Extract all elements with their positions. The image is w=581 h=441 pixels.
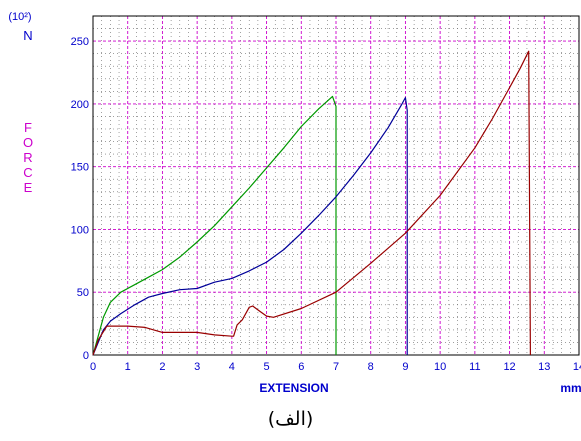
y-tick-labels: 0 50 100 150 200 250 <box>71 36 89 362</box>
y-unit-label: N <box>23 28 32 43</box>
x-tick-label: 8 <box>368 361 374 373</box>
y-tick-label: 150 <box>71 162 89 174</box>
y-tick-label: 0 <box>83 350 89 362</box>
x-tick-label: 7 <box>333 361 339 373</box>
y-tick-label: 200 <box>71 99 89 111</box>
x-tick-label: 9 <box>402 361 408 373</box>
x-tick-label: 11 <box>469 361 480 373</box>
grid <box>92 15 580 355</box>
y-axis-title-letter: E <box>24 180 33 195</box>
x-tick-label: 14 <box>573 361 581 373</box>
figure-caption: (الف) <box>267 408 314 430</box>
x-axis-title: EXTENSION <box>259 381 328 395</box>
x-tick-label: 3 <box>194 361 200 373</box>
y-axis-title-letter: C <box>23 165 32 180</box>
series-line-2 <box>92 97 408 356</box>
unit-exponent-label: (10²) <box>8 11 31 23</box>
y-axis-title-letter: F <box>24 120 32 135</box>
x-tick-label: 10 <box>434 361 446 373</box>
y-tick-label: 250 <box>71 36 89 48</box>
series-line-3 <box>92 50 531 356</box>
x-tick-label: 12 <box>503 361 515 373</box>
y-tick-label: 50 <box>77 287 89 299</box>
series-line-1 <box>92 95 337 356</box>
y-axis-title-letter: O <box>23 135 33 150</box>
x-tick-label: 4 <box>229 361 235 373</box>
x-tick-label: 13 <box>538 361 550 373</box>
x-tick-label: 6 <box>298 361 304 373</box>
x-unit-label: mm <box>560 381 581 395</box>
y-axis-title-letter: R <box>23 150 32 165</box>
series-group <box>92 50 531 356</box>
y-tick-label: 100 <box>71 224 89 236</box>
x-tick-labels: 01234567891011121314 <box>90 361 581 373</box>
x-tick-label: 0 <box>90 361 96 373</box>
x-tick-label: 2 <box>159 361 165 373</box>
x-tick-label: 5 <box>264 361 270 373</box>
x-tick-label: 1 <box>125 361 131 373</box>
